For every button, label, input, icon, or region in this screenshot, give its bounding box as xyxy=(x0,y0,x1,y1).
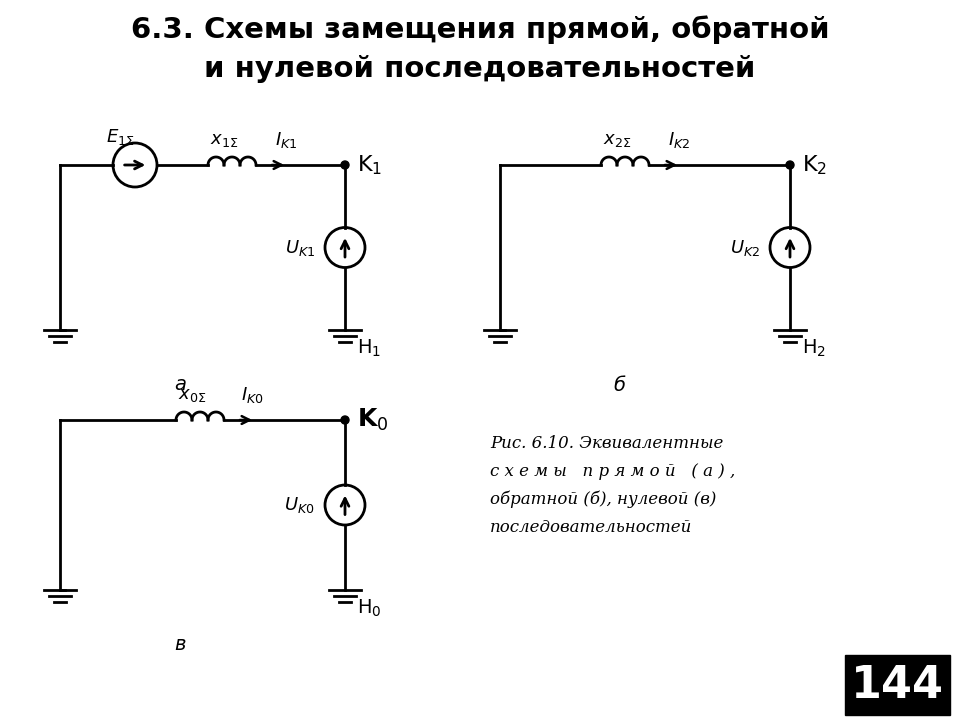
Text: $\mathrm{K}_2$: $\mathrm{K}_2$ xyxy=(802,153,828,177)
Circle shape xyxy=(786,161,794,169)
Text: Рис. 6.10. Эквивалентные: Рис. 6.10. Эквивалентные xyxy=(490,435,724,452)
Text: $x_{0\Sigma}$: $x_{0\Sigma}$ xyxy=(178,386,206,404)
Text: $I_{K2}$: $I_{K2}$ xyxy=(668,130,690,150)
Text: последовательностей: последовательностей xyxy=(490,519,692,536)
Text: $U_{K1}$: $U_{K1}$ xyxy=(285,238,315,258)
Text: $\mathrm{H}_0$: $\mathrm{H}_0$ xyxy=(357,598,382,619)
Text: обратной (б), нулевой (в): обратной (б), нулевой (в) xyxy=(490,491,716,508)
Text: $\mathbf{K}_0$: $\mathbf{K}_0$ xyxy=(357,407,389,433)
Text: с х е м ы   п р я м о й   ( а ) ,: с х е м ы п р я м о й ( а ) , xyxy=(490,463,735,480)
Text: $а$: $а$ xyxy=(174,376,186,395)
Circle shape xyxy=(341,161,349,169)
Text: $в$: $в$ xyxy=(174,636,186,654)
Text: $б$: $б$ xyxy=(613,375,627,395)
Text: $I_{K1}$: $I_{K1}$ xyxy=(275,130,298,150)
Text: $x_{1\Sigma}$: $x_{1\Sigma}$ xyxy=(210,131,238,149)
Circle shape xyxy=(341,416,349,424)
Text: 6.3. Схемы замещения прямой, обратной: 6.3. Схемы замещения прямой, обратной xyxy=(131,15,829,44)
Bar xyxy=(845,655,950,715)
Text: $U_{K0}$: $U_{K0}$ xyxy=(284,495,315,515)
Text: $x_{2\Sigma}$: $x_{2\Sigma}$ xyxy=(603,131,631,149)
Text: $E_{1\Sigma}$: $E_{1\Sigma}$ xyxy=(106,127,134,147)
Text: $\mathrm{H}_1$: $\mathrm{H}_1$ xyxy=(357,338,381,359)
Text: $\mathrm{H}_2$: $\mathrm{H}_2$ xyxy=(802,338,827,359)
Text: $\mathrm{K}_1$: $\mathrm{K}_1$ xyxy=(357,153,382,177)
Text: $U_{K2}$: $U_{K2}$ xyxy=(730,238,760,258)
Text: и нулевой последовательностей: и нулевой последовательностей xyxy=(204,55,756,83)
Text: $I_{K0}$: $I_{K0}$ xyxy=(241,385,263,405)
Text: 144: 144 xyxy=(851,664,944,706)
